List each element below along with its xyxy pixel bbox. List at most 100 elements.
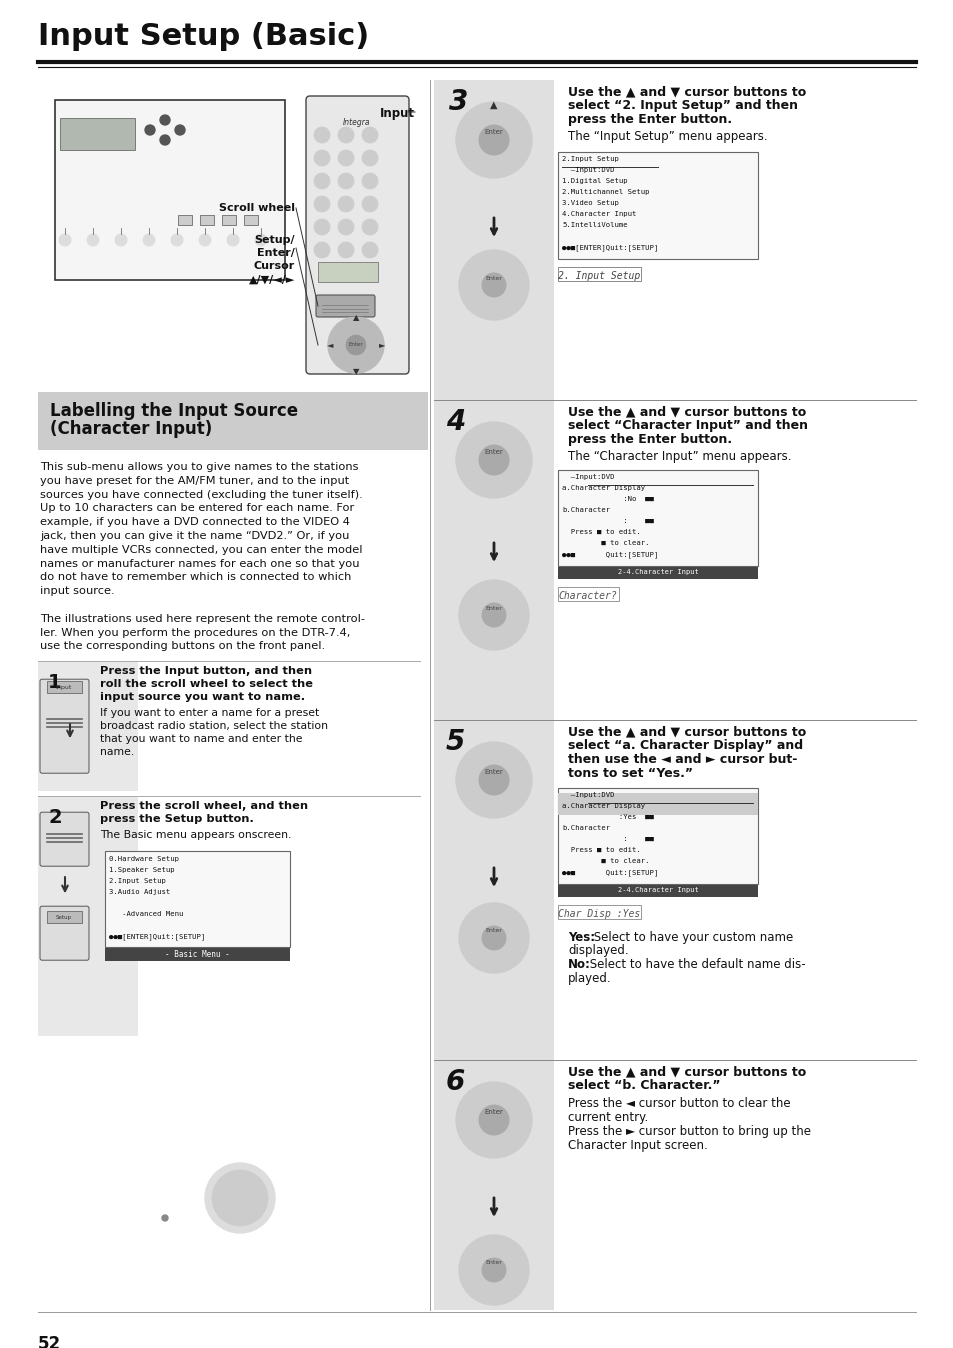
Text: 0.Hardware Setup: 0.Hardware Setup xyxy=(109,856,179,863)
Bar xyxy=(317,262,377,282)
Circle shape xyxy=(481,603,505,627)
Text: :    ■■: : ■■ xyxy=(561,836,653,842)
Text: 5.IntelliVolume: 5.IntelliVolume xyxy=(561,222,627,228)
Circle shape xyxy=(328,317,384,373)
Text: b.Character: b.Character xyxy=(561,825,610,830)
Bar xyxy=(558,884,758,896)
Text: 2.Input Setup: 2.Input Setup xyxy=(561,156,618,162)
Bar xyxy=(434,720,554,1060)
Text: Input: Input xyxy=(56,685,72,690)
Text: 6: 6 xyxy=(446,1068,465,1096)
Text: use the corresponding buttons on the front panel.: use the corresponding buttons on the fro… xyxy=(40,642,325,651)
Circle shape xyxy=(162,1215,168,1221)
Circle shape xyxy=(458,580,529,650)
Text: select “2. Input Setup” and then: select “2. Input Setup” and then xyxy=(567,98,797,112)
Bar xyxy=(558,793,758,816)
Text: 1.Digital Setup: 1.Digital Setup xyxy=(561,178,627,183)
Text: Use the ▲ and ▼ cursor buttons to: Use the ▲ and ▼ cursor buttons to xyxy=(567,85,805,98)
Circle shape xyxy=(361,195,377,212)
Circle shape xyxy=(160,115,170,125)
Text: Character Input screen.: Character Input screen. xyxy=(567,1139,707,1153)
Bar xyxy=(558,470,758,566)
Text: -Advanced Menu: -Advanced Menu xyxy=(109,911,183,917)
Text: 2-4.Character Input: 2-4.Character Input xyxy=(617,887,698,892)
Circle shape xyxy=(481,1258,505,1282)
Circle shape xyxy=(458,1235,529,1305)
Circle shape xyxy=(337,127,354,143)
Text: Up to 10 characters can be entered for each name. For: Up to 10 characters can be entered for e… xyxy=(40,503,354,514)
Text: Use the ▲ and ▼ cursor buttons to: Use the ▲ and ▼ cursor buttons to xyxy=(567,725,805,737)
Text: ▲: ▲ xyxy=(353,314,359,322)
Circle shape xyxy=(361,243,377,257)
Circle shape xyxy=(361,173,377,189)
Text: 4: 4 xyxy=(446,408,465,435)
Bar xyxy=(434,80,554,400)
Text: (Character Input): (Character Input) xyxy=(50,421,212,438)
Circle shape xyxy=(337,173,354,189)
Circle shape xyxy=(456,422,532,497)
Text: 2: 2 xyxy=(49,809,62,828)
Text: Enter: Enter xyxy=(485,275,502,280)
Text: sources you have connected (excluding the tuner itself).: sources you have connected (excluding th… xyxy=(40,489,362,500)
Text: ler. When you perform the procedures on the DTR-7.4,: ler. When you perform the procedures on … xyxy=(40,628,350,638)
Bar xyxy=(38,797,138,1037)
Text: broadcast radio station, select the station: broadcast radio station, select the stat… xyxy=(100,721,328,731)
Bar xyxy=(105,851,290,948)
Circle shape xyxy=(478,125,509,155)
Text: 5: 5 xyxy=(446,728,465,756)
Text: select “Character Input” and then: select “Character Input” and then xyxy=(567,419,807,431)
Circle shape xyxy=(337,195,354,212)
Circle shape xyxy=(337,243,354,257)
Circle shape xyxy=(115,235,127,245)
Text: Input: Input xyxy=(379,106,415,120)
Text: If you want to enter a name for a preset: If you want to enter a name for a preset xyxy=(100,708,319,718)
Text: b.Character: b.Character xyxy=(561,507,610,514)
Circle shape xyxy=(458,249,529,319)
Text: Enter: Enter xyxy=(484,768,503,775)
Text: input source you want to name.: input source you want to name. xyxy=(100,693,305,702)
Text: Select to have the default name dis-: Select to have the default name dis- xyxy=(585,958,804,971)
Text: Press the ► cursor button to bring up the: Press the ► cursor button to bring up th… xyxy=(567,1126,810,1138)
Bar xyxy=(38,662,138,791)
Text: Scroll wheel: Scroll wheel xyxy=(219,204,294,213)
Bar xyxy=(105,948,290,961)
Text: ■ to clear.: ■ to clear. xyxy=(561,857,649,864)
Bar xyxy=(47,681,82,693)
Text: ▲: ▲ xyxy=(490,100,497,111)
Text: Enter: Enter xyxy=(484,1109,503,1115)
Text: 2.Input Setup: 2.Input Setup xyxy=(109,878,166,884)
Text: The “Input Setup” menu appears.: The “Input Setup” menu appears. xyxy=(567,129,767,143)
Circle shape xyxy=(314,150,330,166)
Text: ▲/▼/◄/►: ▲/▼/◄/► xyxy=(249,275,294,284)
Circle shape xyxy=(171,235,183,245)
Text: 1: 1 xyxy=(49,673,62,693)
Bar xyxy=(558,905,640,919)
Text: Enter: Enter xyxy=(485,927,502,933)
Bar xyxy=(47,911,82,923)
Circle shape xyxy=(314,195,330,212)
Text: jack, then you can give it the name “DVD2.” Or, if you: jack, then you can give it the name “DVD… xyxy=(40,531,349,541)
Circle shape xyxy=(456,1082,532,1158)
Text: Setup: Setup xyxy=(56,915,71,919)
Text: No:: No: xyxy=(567,958,590,971)
Text: select “a. Character Display” and: select “a. Character Display” and xyxy=(567,739,802,752)
Text: Enter: Enter xyxy=(349,342,363,348)
Bar xyxy=(200,214,213,225)
FancyBboxPatch shape xyxy=(315,295,375,317)
Text: Enter: Enter xyxy=(484,449,503,456)
Circle shape xyxy=(314,218,330,235)
Text: you have preset for the AM/FM tuner, and to the input: you have preset for the AM/FM tuner, and… xyxy=(40,476,349,485)
Text: ●●■[ENTER]Quit:[SETUP]: ●●■[ENTER]Quit:[SETUP] xyxy=(561,244,658,251)
Circle shape xyxy=(205,1163,274,1233)
Text: Press ■ to edit.: Press ■ to edit. xyxy=(561,847,640,853)
Bar xyxy=(178,214,192,225)
Circle shape xyxy=(481,926,505,950)
Text: Input Setup (Basic): Input Setup (Basic) xyxy=(38,22,369,51)
Circle shape xyxy=(361,127,377,143)
Text: Integra: Integra xyxy=(343,119,371,127)
Circle shape xyxy=(337,150,354,166)
Text: This sub-menu allows you to give names to the stations: This sub-menu allows you to give names t… xyxy=(40,462,358,472)
FancyBboxPatch shape xyxy=(40,906,89,960)
Text: 3.Video Setup: 3.Video Setup xyxy=(561,200,618,206)
FancyBboxPatch shape xyxy=(55,100,285,280)
